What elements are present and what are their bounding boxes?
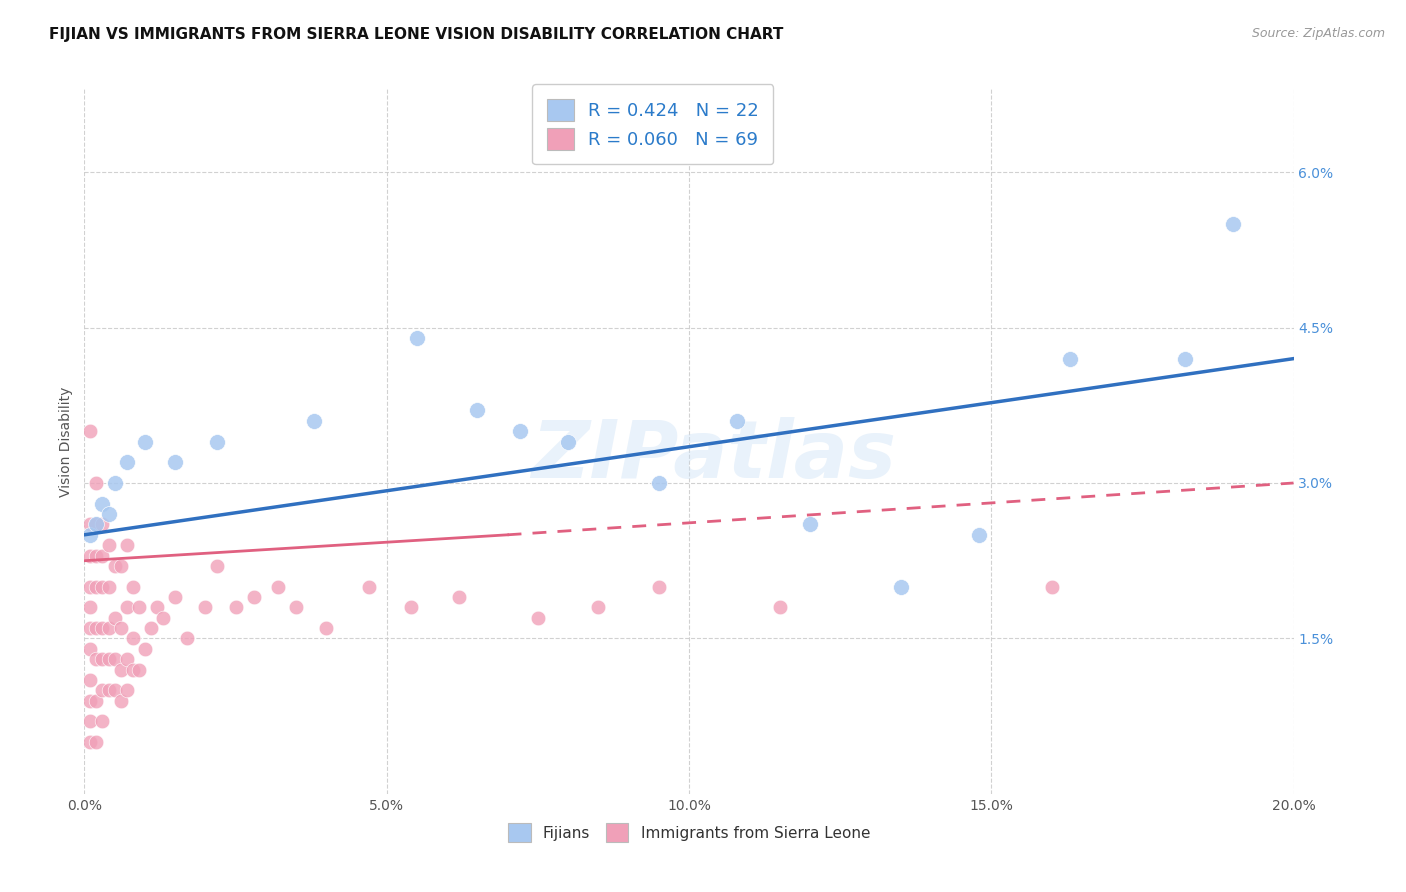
Point [104,652,127,666]
Point [104,558,127,573]
Point [104,610,127,624]
Point [588,600,610,615]
Point [302,414,325,428]
Point [97,683,120,698]
Point [79,549,101,563]
Point [121,632,143,646]
Text: Source: ZipAtlas.com: Source: ZipAtlas.com [1251,27,1385,40]
Point [97,621,120,635]
Point [527,610,550,624]
Point [449,590,471,604]
Point [194,600,217,615]
Point [139,621,162,635]
Point [769,600,792,615]
Point [91,517,114,532]
Point [134,641,156,656]
Point [91,621,114,635]
Point [115,455,138,469]
Point [115,683,138,698]
Point [86,517,108,532]
Point [1174,351,1197,366]
Point [267,580,290,594]
Point [79,517,101,532]
Point [890,580,912,594]
Point [121,580,143,594]
Point [176,632,198,646]
Point [967,528,990,542]
Point [648,475,671,490]
Point [110,621,132,635]
Legend: Fijians, Immigrants from Sierra Leone: Fijians, Immigrants from Sierra Leone [501,816,877,850]
Point [97,507,120,521]
Point [91,683,114,698]
Point [86,621,108,635]
Point [79,641,101,656]
Point [97,652,120,666]
Point [79,580,101,594]
Point [725,414,748,428]
Point [406,331,429,345]
Point [225,600,247,615]
Point [86,517,108,532]
Point [557,434,579,449]
Point [79,714,101,729]
Point [91,714,114,729]
Point [115,652,138,666]
Point [79,424,101,438]
Point [165,455,187,469]
Point [467,403,489,417]
Point [115,600,138,615]
Point [1222,217,1244,231]
Point [128,600,150,615]
Point [207,434,229,449]
Point [509,424,531,438]
Point [79,673,101,687]
Point [86,580,108,594]
Point [86,475,108,490]
Point [357,580,380,594]
Point [242,590,264,604]
Point [399,600,422,615]
Point [134,434,156,449]
Point [79,528,101,542]
Point [97,538,120,552]
Point [91,652,114,666]
Point [165,590,187,604]
Point [152,610,174,624]
Point [104,683,127,698]
Point [285,600,308,615]
Point [121,663,143,677]
Point [110,558,132,573]
Point [104,475,127,490]
Point [207,558,229,573]
Y-axis label: Vision Disability: Vision Disability [59,386,73,497]
Point [648,580,671,594]
Point [86,549,108,563]
Point [97,580,120,594]
Point [91,497,114,511]
Text: FIJIAN VS IMMIGRANTS FROM SIERRA LEONE VISION DISABILITY CORRELATION CHART: FIJIAN VS IMMIGRANTS FROM SIERRA LEONE V… [49,27,783,42]
Point [128,663,150,677]
Point [86,652,108,666]
Point [110,663,132,677]
Point [115,538,138,552]
Point [1059,351,1081,366]
Point [315,621,337,635]
Point [79,693,101,707]
Point [79,735,101,749]
Point [86,693,108,707]
Text: ZIPatlas: ZIPatlas [530,417,896,495]
Point [91,580,114,594]
Point [91,549,114,563]
Point [79,600,101,615]
Point [1040,580,1063,594]
Point [79,621,101,635]
Point [799,517,821,532]
Point [146,600,169,615]
Point [110,693,132,707]
Point [86,735,108,749]
